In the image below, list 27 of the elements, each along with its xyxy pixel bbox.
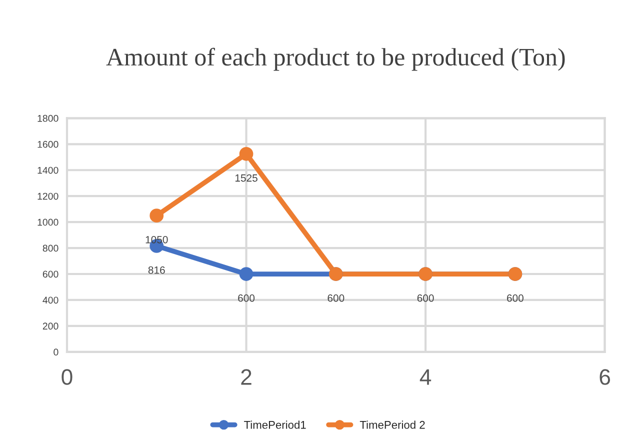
data-label: 600 (417, 294, 434, 302)
x-tick-label: 2 (241, 369, 252, 385)
x-tick-label: 4 (420, 369, 432, 385)
point (239, 146, 254, 161)
y-tick-label: 1000 (38, 218, 58, 226)
chart-title: Amount of each product to be produced (Ton) (106, 48, 565, 71)
data-label: 600 (238, 294, 255, 302)
legend-label: TimePeriod 2 (360, 420, 425, 429)
y-tick-label: 1400 (38, 166, 58, 174)
point (239, 267, 254, 281)
data-label: 600 (507, 294, 524, 302)
data-label: 600 (328, 294, 344, 302)
x-tick-label: 6 (600, 369, 610, 385)
y-tick-label: 200 (42, 322, 58, 330)
data-label: 1050 (146, 236, 168, 244)
y-tick-label: 1800 (38, 114, 58, 122)
legend-label: TimePeriod1 (244, 420, 306, 429)
data-label: 816 (148, 266, 165, 274)
y-tick-label: 400 (42, 296, 58, 304)
y-tick-label: 1600 (38, 140, 58, 148)
point (150, 208, 164, 223)
y-tick-label: 800 (42, 244, 58, 252)
y-tick-label: 0 (54, 348, 58, 356)
x-tick-label: 0 (62, 369, 72, 385)
y-tick-label: 600 (42, 270, 58, 278)
data-label: 1525 (235, 174, 258, 182)
y-tick-label: 1200 (38, 192, 58, 200)
